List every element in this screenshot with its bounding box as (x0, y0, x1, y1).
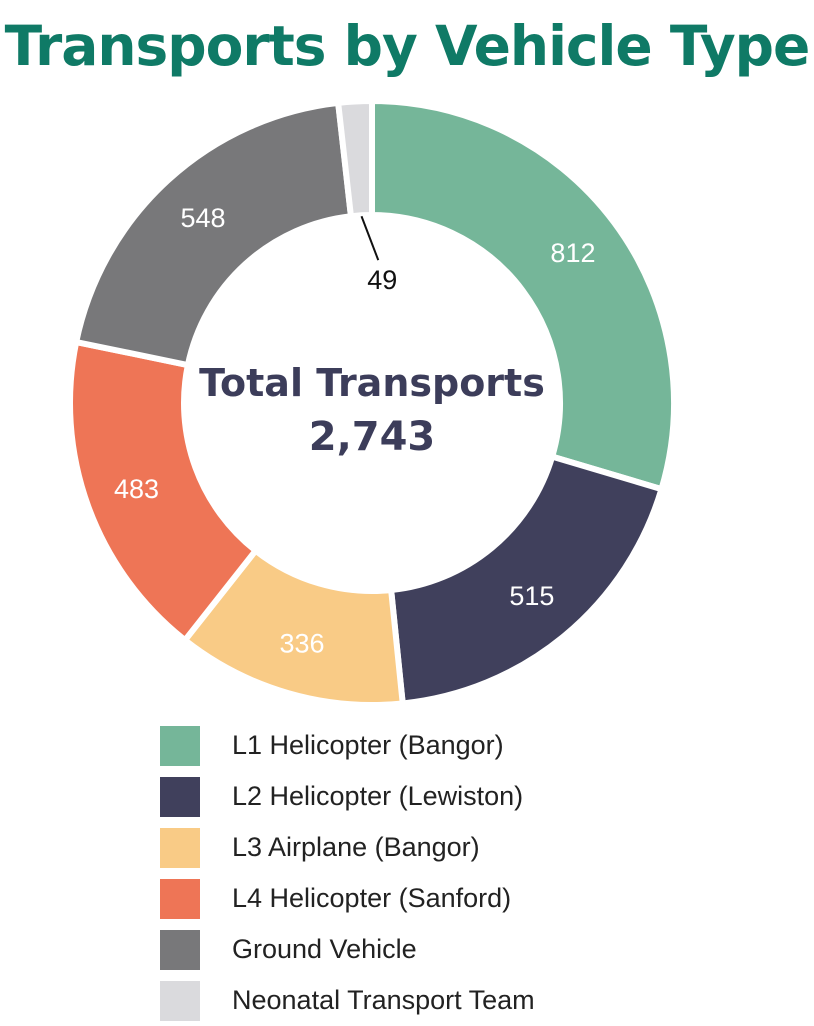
slice-4 (67, 338, 260, 645)
legend-swatch (160, 827, 200, 868)
donut-slices (67, 97, 677, 708)
legend-label: L1 Helicopter (Bangor) (232, 730, 504, 760)
slice-1 (369, 97, 677, 493)
donut-chart: 812 515 336 483 548 49 Total Transports 2,743 (67, 97, 677, 708)
legend-label: L4 Helicopter (Sanford) (232, 883, 512, 913)
data-label-4: 483 (114, 474, 159, 504)
center-total: 2,743 (309, 414, 436, 460)
legend-label: Ground Vehicle (232, 934, 417, 964)
legend-item-2: L2 Helicopter (Lewiston) (160, 771, 535, 822)
data-label-6: 49 (367, 265, 397, 295)
legend-label: L2 Helicopter (Lewiston) (232, 781, 524, 811)
legend-swatch (160, 776, 200, 817)
data-label-5: 548 (180, 203, 225, 233)
legend-label: Neonatal Transport Team (232, 985, 535, 1015)
legend-item-5: Ground Vehicle (160, 924, 535, 975)
legend-item-1: L1 Helicopter (Bangor) (160, 720, 535, 771)
center-label: Total Transports (199, 361, 545, 405)
data-label-3: 336 (279, 629, 324, 659)
data-label-2: 515 (509, 581, 554, 611)
chart-title: Transports by Vehicle Type (4, 14, 811, 78)
data-label-1: 812 (550, 238, 595, 268)
legend-item-4: L4 Helicopter (Sanford) (160, 873, 535, 924)
slice-6 (334, 97, 375, 220)
legend-item-6: Neonatal Transport Team (160, 975, 535, 1026)
data-labels: 812 515 336 483 548 49 (114, 203, 596, 659)
small-slice-leader-line (360, 215, 380, 261)
legend-swatch (160, 878, 200, 919)
legend: L1 Helicopter (Bangor) L2 Helicopter (Lew… (160, 720, 535, 1026)
slice-2 (387, 452, 666, 707)
legend-swatch (160, 980, 200, 1021)
legend-swatch (160, 725, 200, 766)
legend-swatch (160, 929, 200, 970)
legend-label: L3 Airplane (Bangor) (232, 832, 480, 862)
slice-5 (72, 99, 355, 369)
legend-item-3: L3 Airplane (Bangor) (160, 822, 535, 873)
